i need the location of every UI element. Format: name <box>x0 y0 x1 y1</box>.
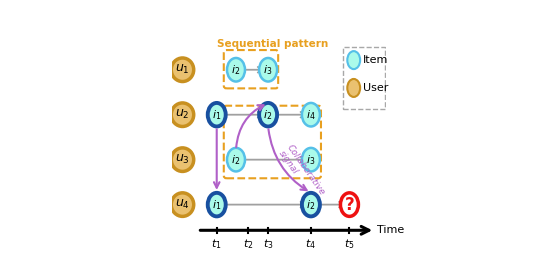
Text: $i_{1}$: $i_{1}$ <box>212 108 221 121</box>
Text: Time: Time <box>378 225 405 235</box>
Ellipse shape <box>302 103 320 126</box>
Text: $i_{2}$: $i_{2}$ <box>231 153 240 167</box>
Ellipse shape <box>347 51 360 69</box>
Text: $t_{2}$: $t_{2}$ <box>243 237 253 251</box>
Text: Collaborative
signal: Collaborative signal <box>277 143 327 202</box>
Text: $u_{4}$: $u_{4}$ <box>175 198 190 211</box>
Ellipse shape <box>171 193 194 216</box>
Ellipse shape <box>208 193 226 216</box>
Ellipse shape <box>302 193 320 216</box>
Ellipse shape <box>259 58 277 81</box>
Text: $i_{3}$: $i_{3}$ <box>306 153 316 167</box>
Ellipse shape <box>347 79 360 97</box>
Ellipse shape <box>259 103 277 126</box>
Text: Sequential pattern: Sequential pattern <box>217 39 328 49</box>
Text: User: User <box>363 83 389 93</box>
Ellipse shape <box>302 148 320 172</box>
Ellipse shape <box>227 58 245 81</box>
Text: $u_{1}$: $u_{1}$ <box>175 63 190 76</box>
Text: $i_{4}$: $i_{4}$ <box>306 108 316 121</box>
Text: $i_{1}$: $i_{1}$ <box>212 198 221 212</box>
Ellipse shape <box>227 148 245 172</box>
Ellipse shape <box>171 148 194 172</box>
Text: $i_{2}$: $i_{2}$ <box>231 63 240 77</box>
Text: $t_{4}$: $t_{4}$ <box>305 237 317 251</box>
Text: $u_{3}$: $u_{3}$ <box>175 153 190 166</box>
Ellipse shape <box>208 103 226 126</box>
Text: $i_{3}$: $i_{3}$ <box>263 63 273 77</box>
Ellipse shape <box>171 103 194 126</box>
Text: $i_{2}$: $i_{2}$ <box>306 198 316 212</box>
FancyBboxPatch shape <box>343 47 385 109</box>
Text: Item: Item <box>363 55 389 65</box>
Text: $t_{1}$: $t_{1}$ <box>212 237 222 251</box>
Text: ?: ? <box>344 196 354 214</box>
Ellipse shape <box>171 58 194 81</box>
Text: $u_{2}$: $u_{2}$ <box>175 108 190 121</box>
Text: $t_{5}$: $t_{5}$ <box>344 237 355 251</box>
Ellipse shape <box>341 193 358 216</box>
Text: $i_{2}$: $i_{2}$ <box>263 108 273 121</box>
Text: $t_{3}$: $t_{3}$ <box>263 237 274 251</box>
